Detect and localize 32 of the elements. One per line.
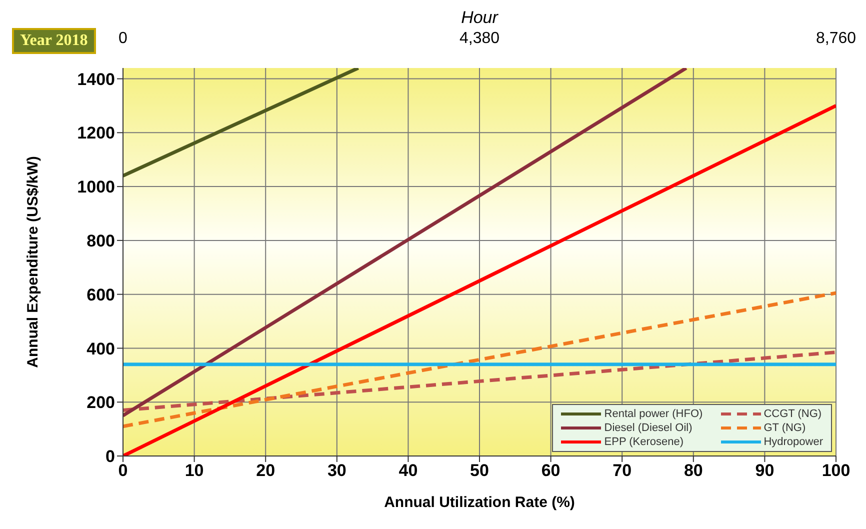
x-tick-label: 30 <box>327 461 346 480</box>
y-tick-label: 600 <box>86 285 115 304</box>
y-tick-label: 1400 <box>77 70 115 89</box>
y-tick-label: 200 <box>86 393 115 412</box>
x-tick-label: 50 <box>470 461 489 480</box>
x-tick-label: 60 <box>541 461 560 480</box>
legend-label: Rental power (HFO) <box>604 408 703 420</box>
y-tick-label: 1200 <box>77 124 115 143</box>
x-tick-label: 90 <box>755 461 774 480</box>
x-tick-label: 100 <box>822 461 850 480</box>
legend-label: Hydropower <box>764 436 823 448</box>
y-axis-title: Annual Expenditure (US$/kW) <box>24 156 42 368</box>
x2-tick-label: 0 <box>118 30 128 47</box>
y-tick-label: 1000 <box>77 178 115 197</box>
legend-label: Diesel (Diesel Oil) <box>604 422 692 434</box>
x-tick-label: 40 <box>398 461 418 480</box>
y-tick-label: 0 <box>106 447 115 466</box>
x2-axis-title: Hour <box>460 8 500 28</box>
x2-tick-label: 4,380 <box>458 30 501 48</box>
x-tick-label: 0 <box>118 461 128 480</box>
x-tick-label: 70 <box>612 461 632 480</box>
x-tick-label: 80 <box>684 461 703 480</box>
x-tick-label: 10 <box>184 461 204 480</box>
y-tick-label: 800 <box>86 231 115 250</box>
legend-label: EPP (Kerosene) <box>604 436 684 448</box>
x2-tick-label: 8,760 <box>814 30 858 48</box>
x-axis-title: Annual Utilization Rate (%) <box>384 494 575 511</box>
x-tick-label: 20 <box>256 461 276 480</box>
legend-label: CCGT (NG) <box>764 408 822 420</box>
y-tick-label: 400 <box>86 339 115 358</box>
legend-label: GT (NG) <box>764 422 806 434</box>
year-label: Year 2018 <box>12 28 96 54</box>
